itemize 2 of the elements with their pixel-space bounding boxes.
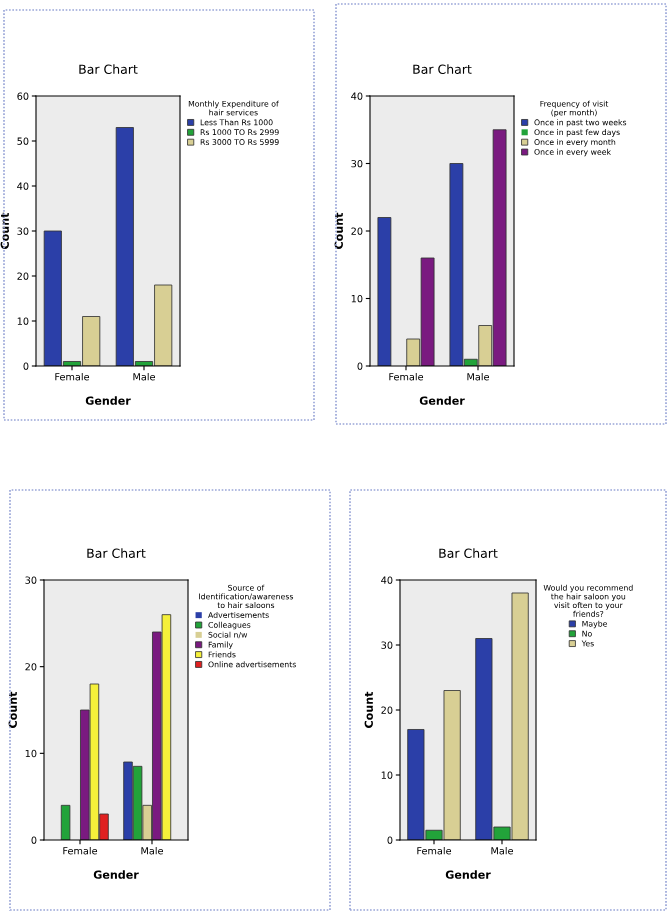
bar [377, 217, 392, 366]
bar [60, 804, 71, 840]
